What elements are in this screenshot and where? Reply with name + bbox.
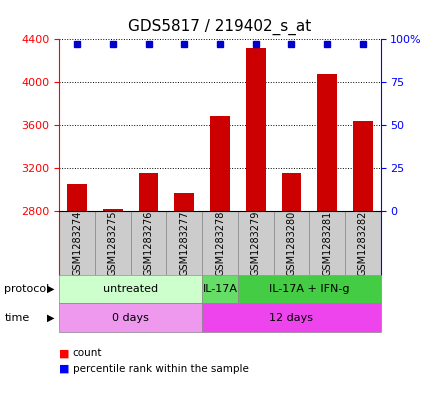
Text: GSM1283277: GSM1283277 bbox=[180, 210, 189, 276]
Text: time: time bbox=[4, 312, 29, 323]
Bar bbox=[175, 193, 194, 211]
Text: GSM1283274: GSM1283274 bbox=[72, 210, 82, 275]
Text: protocol: protocol bbox=[4, 284, 50, 294]
Text: GSM1283275: GSM1283275 bbox=[108, 210, 118, 276]
Bar bbox=[210, 116, 230, 211]
Bar bbox=[353, 121, 373, 211]
Text: IL-17A + IFN-g: IL-17A + IFN-g bbox=[269, 284, 349, 294]
Bar bbox=[95, 211, 131, 275]
Text: percentile rank within the sample: percentile rank within the sample bbox=[73, 364, 249, 374]
Bar bbox=[103, 209, 123, 211]
Bar bbox=[309, 211, 345, 275]
Text: GSM1283280: GSM1283280 bbox=[286, 210, 297, 275]
Text: GSM1283276: GSM1283276 bbox=[143, 210, 154, 275]
Text: 0 days: 0 days bbox=[112, 312, 149, 323]
Bar bbox=[131, 211, 166, 275]
Bar bbox=[166, 211, 202, 275]
Text: ▶: ▶ bbox=[47, 284, 55, 294]
Text: IL-17A: IL-17A bbox=[202, 284, 238, 294]
Text: GSM1283279: GSM1283279 bbox=[251, 210, 260, 275]
Bar bbox=[238, 211, 274, 275]
Text: GSM1283281: GSM1283281 bbox=[322, 210, 332, 275]
Bar bbox=[67, 184, 87, 211]
Bar bbox=[59, 211, 95, 275]
Text: 12 days: 12 days bbox=[269, 312, 313, 323]
Text: ■: ■ bbox=[59, 348, 70, 358]
Bar bbox=[139, 173, 158, 211]
Text: GSM1283282: GSM1283282 bbox=[358, 210, 368, 275]
Bar bbox=[317, 73, 337, 211]
Bar bbox=[274, 211, 309, 275]
Bar bbox=[345, 211, 381, 275]
Bar bbox=[246, 48, 265, 211]
Bar bbox=[202, 211, 238, 275]
Text: untreated: untreated bbox=[103, 284, 158, 294]
Text: GSM1283278: GSM1283278 bbox=[215, 210, 225, 275]
Text: count: count bbox=[73, 348, 102, 358]
Text: ■: ■ bbox=[59, 364, 70, 374]
Text: ▶: ▶ bbox=[47, 312, 55, 323]
Bar bbox=[282, 173, 301, 211]
Title: GDS5817 / 219402_s_at: GDS5817 / 219402_s_at bbox=[128, 19, 312, 35]
